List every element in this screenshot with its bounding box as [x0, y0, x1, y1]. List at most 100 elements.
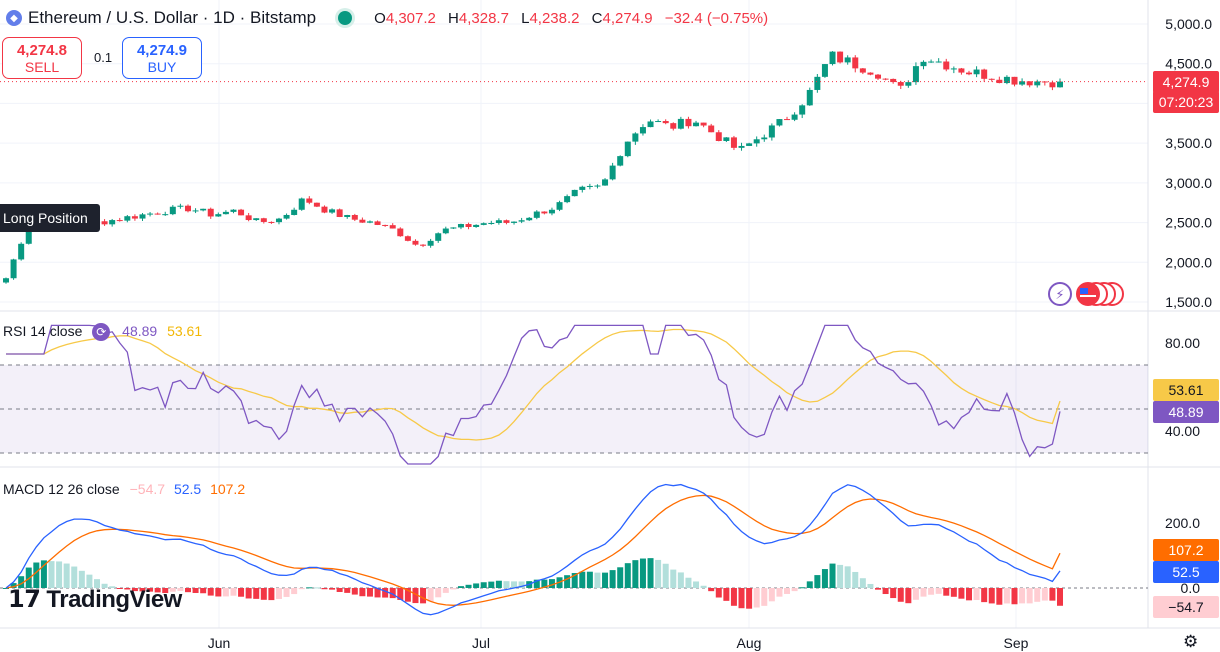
- rsi-value: 48.89: [122, 323, 158, 339]
- candle-body: [996, 79, 1003, 84]
- candle-body: [526, 217, 533, 221]
- price-tick-label: 3,500.0: [1165, 135, 1212, 151]
- sell-label: SELL: [24, 59, 60, 75]
- macd-histogram-bar: [169, 588, 176, 592]
- candle-body: [184, 205, 191, 212]
- macd-histogram-bar: [594, 572, 601, 588]
- candle-body: [442, 228, 449, 234]
- candle-body: [329, 209, 336, 213]
- macd-tag: 52.5: [1153, 561, 1219, 583]
- close-label: C: [591, 9, 603, 27]
- rsi-legend: RSI 14 close ⟳ 48.89 53.61: [3, 323, 202, 342]
- macd-title[interactable]: MACD 12 26 close: [3, 481, 120, 497]
- macd-histogram-bar: [806, 581, 813, 588]
- rsi-tick-label: 40.00: [1165, 423, 1200, 439]
- lightning-event-icon: [1048, 282, 1072, 306]
- macd-histogram-bar: [882, 588, 889, 595]
- candle-body: [624, 141, 631, 157]
- candle-body: [457, 224, 464, 228]
- tradingview-logo[interactable]: 𝟭𝟳 TradingView: [8, 585, 182, 614]
- candle-body: [162, 214, 169, 216]
- macd-histogram-bar: [253, 588, 260, 599]
- high-value: 4,328.7: [458, 9, 509, 27]
- candle-body: [556, 202, 563, 210]
- event-flags[interactable]: ⚡: [1046, 281, 1126, 307]
- macd-signal-line: [5, 494, 1061, 606]
- macd-histogram-bar: [1011, 588, 1018, 605]
- ohlc-readout: O4,307.2 H4,328.7 L4,238.2 C4,274.9 −32.…: [374, 10, 776, 27]
- macd-histogram-bar: [511, 581, 518, 588]
- rsi-tick-label: 80.00: [1165, 335, 1200, 351]
- candle-body: [215, 214, 222, 217]
- rsi-line: [6, 324, 1061, 465]
- candle-body: [306, 198, 313, 203]
- refresh-icon[interactable]: ⟳: [92, 323, 111, 342]
- macd-histogram-bar: [245, 588, 252, 599]
- macd-histogram-bar: [564, 575, 571, 588]
- candle-body: [124, 216, 131, 221]
- rsi-title[interactable]: RSI 14 close: [3, 323, 83, 339]
- candle-body: [533, 211, 540, 218]
- macd-histogram-bar: [93, 579, 100, 588]
- macd-histogram-bar: [382, 588, 389, 598]
- buy-label: BUY: [147, 59, 177, 75]
- price-tick-label: 2,500.0: [1165, 215, 1212, 231]
- candle-body: [1026, 81, 1033, 86]
- candle-body: [222, 211, 229, 215]
- candle-body: [655, 121, 662, 123]
- macd-histogram-bar: [215, 588, 222, 597]
- svg-text:⚡: ⚡: [1055, 288, 1064, 303]
- market-status-icon[interactable]: [338, 11, 353, 25]
- candle-body: [389, 225, 396, 229]
- sell-button[interactable]: 4,274.8 SELL: [2, 37, 82, 79]
- macd-histogram-bar: [404, 588, 411, 602]
- macd-histogram-bar: [579, 571, 586, 588]
- candle-body: [700, 122, 707, 126]
- settings-gear-icon[interactable]: ⚙: [1183, 632, 1199, 651]
- macd-histogram-bar: [844, 566, 851, 588]
- candle-body: [245, 215, 252, 221]
- candle-body: [693, 122, 700, 127]
- candle-body: [25, 224, 32, 244]
- quantity-field[interactable]: 0.1: [94, 50, 113, 65]
- macd-histogram-bar: [18, 576, 25, 588]
- macd-histogram-bar: [184, 588, 191, 593]
- candle-body: [586, 185, 593, 187]
- change-value: −32.4 (−0.75%): [664, 9, 769, 27]
- candle-body: [488, 222, 495, 224]
- candle-body: [253, 218, 260, 221]
- candle-body: [579, 186, 586, 190]
- macd-histogram-bar: [25, 567, 32, 588]
- macd-histogram-bar: [480, 582, 487, 588]
- candle-body: [397, 228, 404, 237]
- candle-body: [503, 220, 510, 223]
- candle-body: [336, 209, 343, 217]
- macd-line: [5, 483, 1061, 616]
- macd-line-value: 52.5: [173, 481, 202, 497]
- macd-histogram-bar: [291, 588, 298, 595]
- macd-histogram-bar: [693, 581, 700, 588]
- macd-histogram-bar: [966, 588, 973, 601]
- candle-body: [541, 211, 548, 214]
- macd-histogram-bar: [200, 588, 207, 594]
- macd-histogram-bar: [973, 588, 980, 601]
- rsi-tag: 48.89: [1153, 401, 1219, 423]
- macd-histogram-bar: [730, 588, 737, 606]
- candle-body: [905, 82, 912, 86]
- macd-histogram-bar: [708, 588, 715, 592]
- candle-body: [109, 220, 116, 225]
- candle-body: [1011, 76, 1018, 85]
- candle-body: [715, 132, 722, 141]
- macd-histogram-bar: [397, 588, 404, 600]
- buy-button[interactable]: 4,274.9 BUY: [122, 37, 202, 79]
- candle-body: [829, 51, 836, 65]
- symbol-title[interactable]: Ethereum / U.S. Dollar · 1D · Bitstamp: [28, 8, 317, 27]
- macd-signal-value: 107.2: [210, 481, 246, 497]
- candle-body: [617, 156, 624, 166]
- candle-body: [404, 236, 411, 241]
- long-position-label[interactable]: Long Position: [0, 204, 100, 232]
- price-tick-label: 1,500.0: [1165, 294, 1212, 310]
- candle-body: [609, 165, 616, 180]
- price-tick-label: 5,000.0: [1165, 16, 1212, 32]
